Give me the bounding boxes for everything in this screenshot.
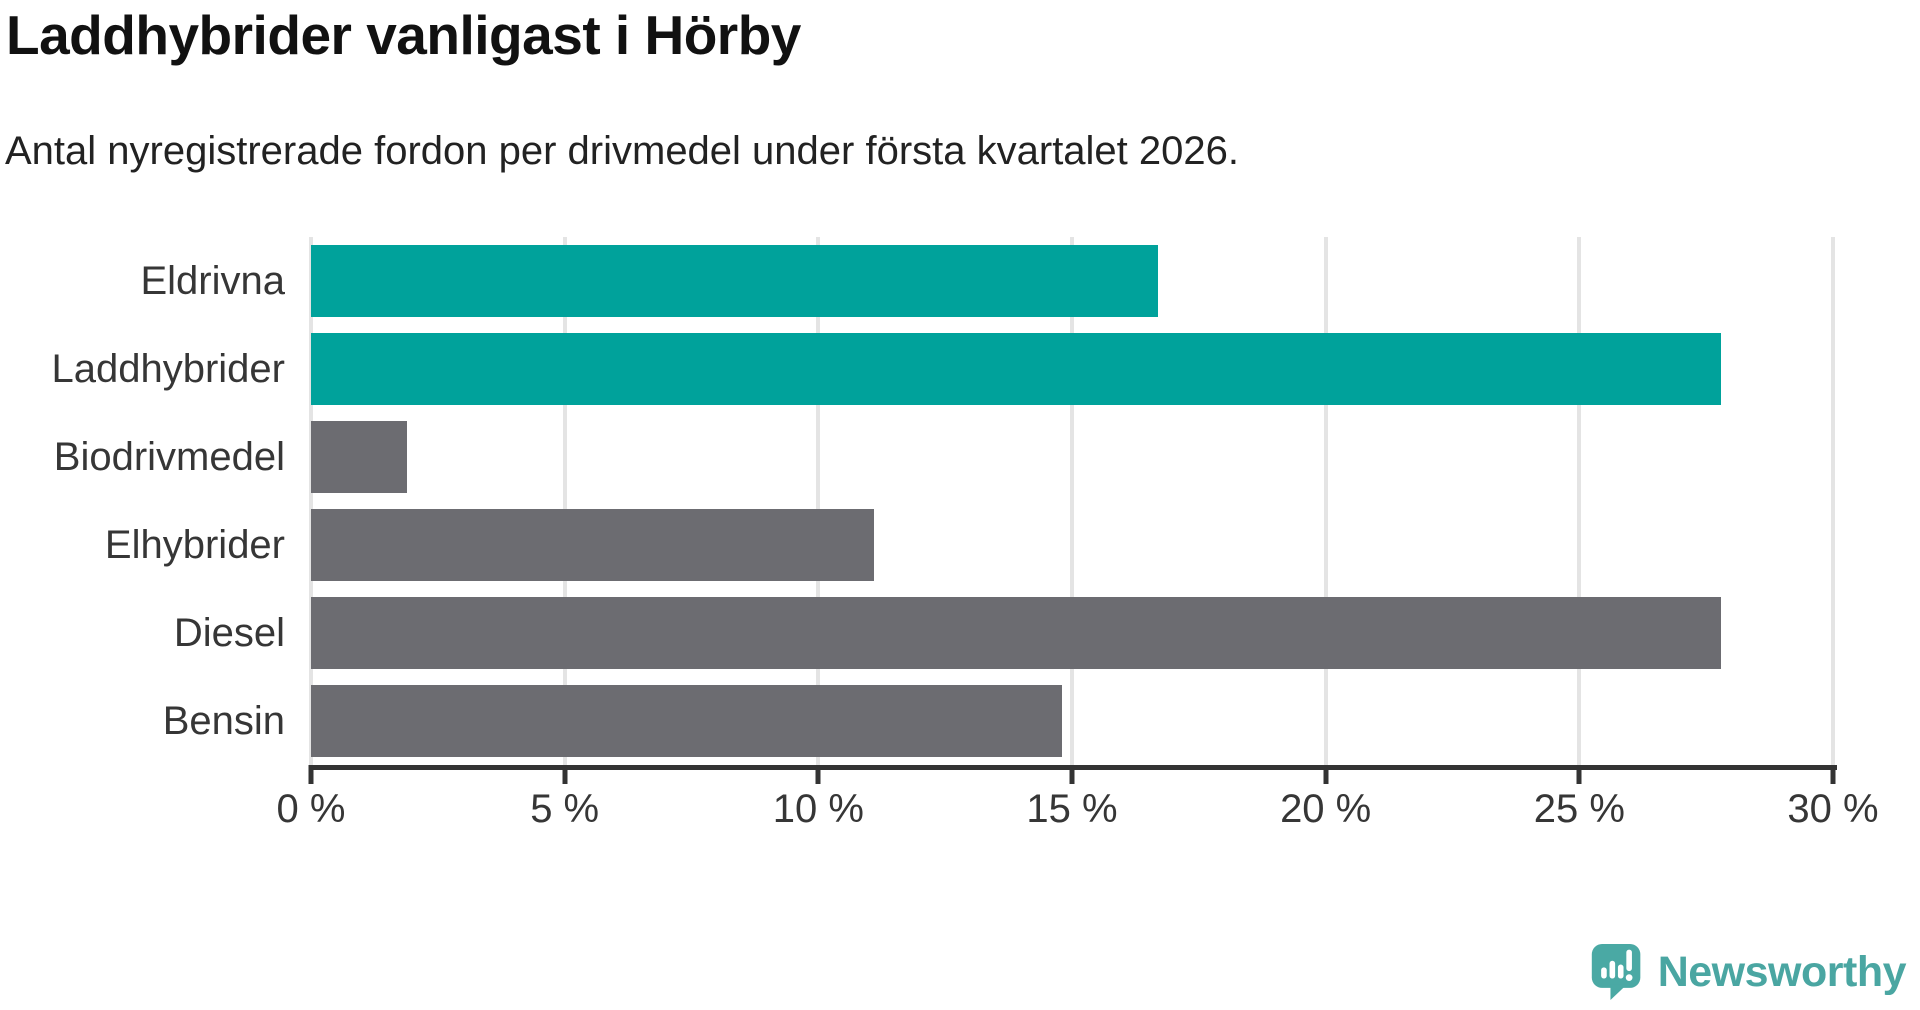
- x-tick-label-25: 25 %: [1533, 787, 1625, 831]
- chart-subtitle: Antal nyregistrerade fordon per drivmede…: [5, 129, 1240, 173]
- x-tick-label-10: 10 %: [772, 787, 864, 831]
- x-tick-10: [815, 765, 821, 784]
- newsworthy-logo: Newsworthy: [1589, 941, 1907, 1003]
- x-tick-20: [1323, 765, 1329, 784]
- bar-laddhybrider: [311, 333, 1722, 405]
- x-tick-5: [562, 765, 568, 784]
- gridline-0: [309, 237, 313, 765]
- gridline-10: [816, 237, 821, 765]
- newsworthy-wordmark: Newsworthy: [1657, 947, 1907, 996]
- x-tick-30: [1830, 765, 1836, 784]
- bar-elhybrider: [311, 509, 875, 581]
- gridline-25: [1577, 237, 1582, 765]
- x-tick-25: [1576, 765, 1582, 784]
- category-label-bensin: Bensin: [162, 698, 285, 743]
- gridline-20: [1323, 237, 1328, 765]
- plot-area: [309, 237, 1835, 765]
- x-tick-label-0: 0 %: [276, 787, 346, 831]
- x-tick-label-5: 5 %: [530, 787, 600, 831]
- y-axis-category-labels: Eldrivna Laddhybrider Biodrivmedel Elhybrid…: [0, 237, 286, 765]
- bar-diesel: [311, 597, 1722, 669]
- bar-eldrivna: [311, 245, 1159, 317]
- x-tick-0: [308, 765, 314, 784]
- gridline-15: [1070, 237, 1074, 765]
- gridline-30: [1831, 237, 1835, 765]
- bar-bensin: [311, 685, 1062, 757]
- gridline-5: [562, 237, 567, 765]
- category-label-eldrivna: Eldrivna: [140, 258, 285, 303]
- category-label-laddhybrider: Laddhybrider: [51, 346, 286, 391]
- x-tick-label-15: 15 %: [1026, 787, 1118, 831]
- category-label-elhybrider: Elhybrider: [104, 522, 285, 567]
- x-tick-label-20: 20 %: [1280, 787, 1372, 831]
- bar-biodrivmedel: [311, 421, 408, 493]
- newsworthy-speech-bubble-chart-icon: [1591, 944, 1641, 1000]
- category-label-diesel: Diesel: [173, 610, 285, 655]
- x-tick-15: [1069, 765, 1075, 784]
- category-label-biodrivmedel: Biodrivmedel: [53, 434, 285, 479]
- x-tick-label-30: 30 %: [1787, 787, 1879, 831]
- chart-title: Laddhybrider vanligast i Hörby: [6, 4, 801, 66]
